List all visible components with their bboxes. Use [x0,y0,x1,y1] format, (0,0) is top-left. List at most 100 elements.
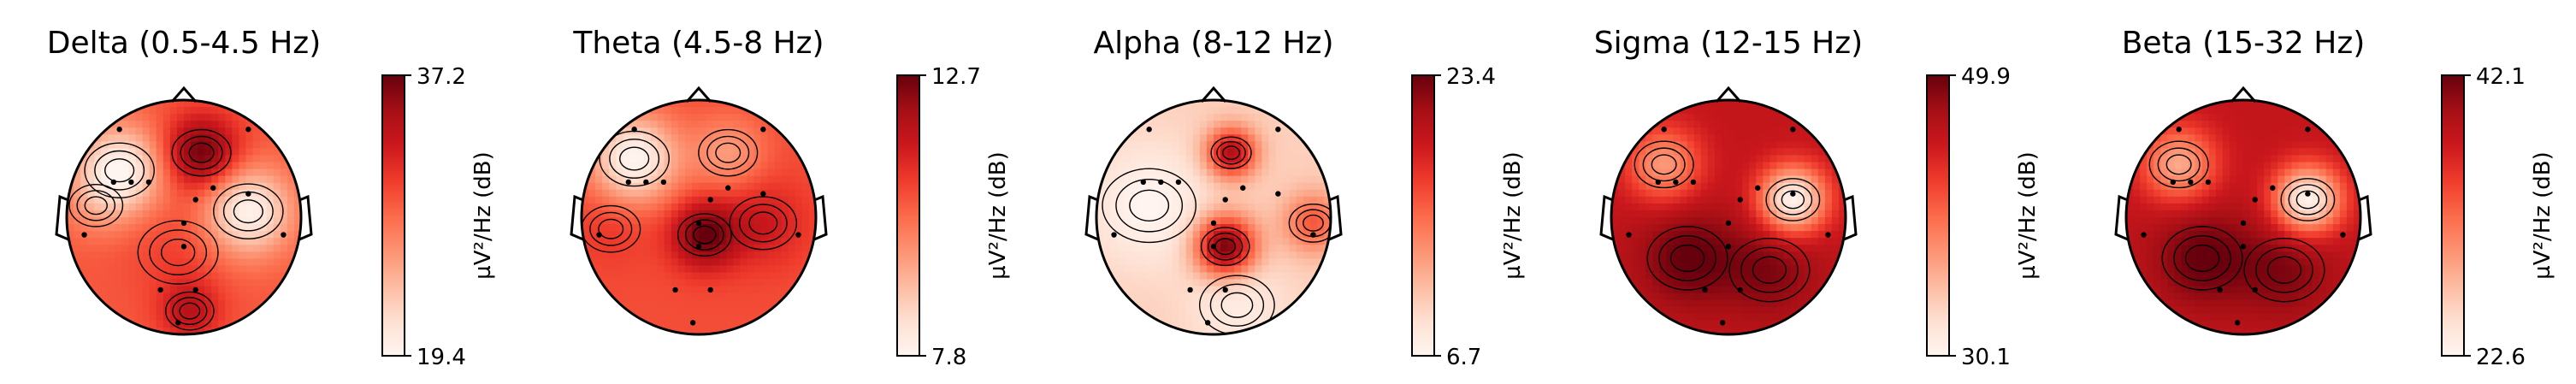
heat-cell [2284,231,2293,239]
heat-cell [1172,272,1180,281]
heat-cell [2154,258,2161,267]
heat-cell [712,251,720,259]
heat-cell [1124,279,1131,287]
heat-cell [1618,182,1626,191]
heat-cell [2160,155,2168,163]
heat-cell [273,148,281,157]
heat-cell [2291,292,2300,301]
heat-cell [781,189,789,198]
heat-cell [1763,292,1770,301]
heat-cell [2160,162,2168,170]
heat-cell [1666,258,1675,267]
heat-cell [1721,141,1729,150]
heat-cell [1303,189,1311,198]
heat-cell [176,245,185,252]
heat-cell [176,189,185,198]
heat-cell [1144,196,1153,204]
contour-line [68,183,124,227]
heat-cell [643,286,652,294]
heat-cell [2284,162,2293,170]
heat-cell [273,175,281,184]
heat-cell [115,121,123,128]
heat-cell [1728,299,1736,308]
heat-cell [1673,175,1681,184]
heat-cell [2154,210,2161,218]
heat-cell [2250,134,2258,142]
heat-cell [671,121,679,128]
heat-cell [2229,320,2237,328]
heat-cell [1220,251,1228,259]
heat-cell [671,168,679,177]
heat-cell [753,272,762,281]
heat-cell [643,210,652,218]
heat-cell [2188,238,2196,245]
heat-cell [1632,210,1640,218]
heat-cell [211,265,219,274]
heat-cell [218,141,226,150]
heat-cell [245,286,254,294]
heat-cell [2188,141,2196,150]
heat-cell [225,162,233,170]
heat-cell [760,231,769,239]
heat-cell [252,251,261,259]
heat-cell [747,127,755,135]
heat-cell [2174,245,2183,252]
heat-cell [712,224,720,232]
heat-cell [2160,134,2168,142]
heat-cell [211,196,219,204]
heat-cell [252,286,261,294]
heat-cell [1763,168,1770,177]
heat-cell [1165,134,1173,142]
heat-cell [1721,162,1729,170]
heat-cell [609,245,617,252]
heat-cell [198,306,205,315]
heat-cell [650,141,659,150]
heat-cell [677,224,686,232]
heat-cell [740,251,748,259]
heat-cell [2298,224,2307,232]
heat-cell [1721,100,1729,108]
heat-cell [1131,175,1138,184]
heat-cell [2154,155,2161,163]
heat-cell [595,168,603,177]
heat-cell [1735,210,1743,218]
heat-cell [1227,175,1235,184]
heat-cell [184,217,192,225]
heat-cell [1831,189,1840,198]
heat-cell [142,141,151,150]
heat-cell [2284,265,2293,274]
heat-cell [684,141,693,150]
heat-cell [2264,313,2272,322]
heat-cell [2160,189,2168,198]
heat-cell [1165,292,1173,301]
heat-cell [94,265,102,274]
heat-cell [273,251,281,259]
heat-cell [677,320,686,328]
heat-cell [774,245,783,252]
heat-cell [2250,100,2258,108]
heat-cell [1248,168,1256,177]
heat-cell [135,231,144,239]
heat-cell [629,299,638,308]
heat-cell [2215,203,2224,211]
heat-cell [2167,189,2176,198]
heat-cell [1165,168,1173,177]
heat-cell [1137,272,1146,281]
heat-cell [2278,286,2285,294]
heat-cell [1770,121,1778,128]
heat-cell [2174,210,2183,218]
heat-cell [2201,217,2210,225]
heat-cell [1770,299,1778,308]
heat-cell [595,272,603,281]
heat-cell [1770,258,1778,267]
heat-cell [287,210,295,218]
heat-cell [1199,107,1208,115]
heat-cell [266,196,275,204]
heat-cell [691,286,700,294]
heat-cell [699,182,706,191]
heat-cell [128,292,137,301]
heat-cell [1838,210,1846,218]
heat-cell [162,238,171,245]
heat-cell [1817,134,1826,142]
heat-cell [684,231,693,239]
